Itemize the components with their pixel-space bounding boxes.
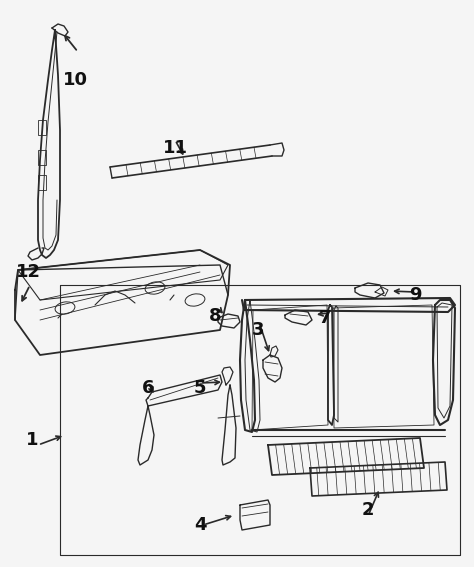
- Text: 3: 3: [252, 321, 264, 339]
- Bar: [38, 120, 46, 135]
- Text: 6: 6: [142, 379, 154, 397]
- Text: 10: 10: [63, 71, 88, 89]
- Text: 12: 12: [16, 263, 40, 281]
- Text: 7: 7: [319, 309, 331, 327]
- Bar: [38, 150, 46, 165]
- Text: 8: 8: [209, 307, 221, 325]
- Text: 9: 9: [409, 286, 421, 304]
- Text: 4: 4: [194, 516, 206, 534]
- Text: 1: 1: [26, 431, 38, 449]
- Text: 2: 2: [362, 501, 374, 519]
- Text: 11: 11: [163, 139, 188, 157]
- Text: 5: 5: [194, 379, 206, 397]
- Bar: [38, 175, 46, 190]
